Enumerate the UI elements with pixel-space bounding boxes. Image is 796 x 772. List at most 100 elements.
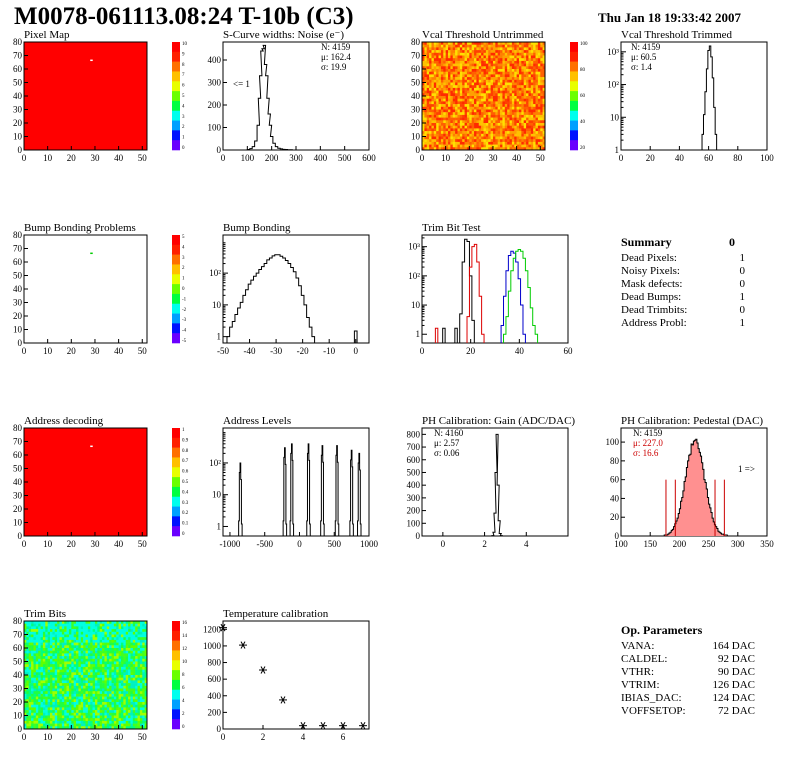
x-tick-label: 10 xyxy=(43,539,53,549)
histogram-line xyxy=(700,45,720,151)
plot-frame xyxy=(222,234,370,344)
palette-label: 2 xyxy=(182,125,185,130)
x-tick-label: -10 xyxy=(323,346,335,356)
vcal-trimmed-panel: 0 20 40 60 80 100 1 10 10² 10³ N: 4159 μ: 60.5 σ: 1.… xyxy=(597,0,796,193)
summary-row-label: Dead Bumps: xyxy=(621,291,682,303)
palette-label: 10 xyxy=(182,660,188,665)
stats-sigma: σ: 19.9 xyxy=(321,62,347,72)
y-tick-label: 200 xyxy=(208,100,222,110)
palette-label: 0 xyxy=(182,287,185,292)
x-tick-label: 250 xyxy=(702,539,716,549)
x-tick-label: 40 xyxy=(515,346,525,356)
op-param-row-label: VTHR: xyxy=(621,666,654,678)
plot-frame xyxy=(620,41,768,151)
y-tick-label: 70 xyxy=(13,244,23,254)
y-tick-label: 300 xyxy=(208,78,222,88)
x-tick-label: 0 xyxy=(221,732,226,742)
y-tick-label: 40 xyxy=(13,284,23,294)
peak-line xyxy=(334,445,340,537)
x-tick-label: 300 xyxy=(731,539,745,549)
y-tick-label: 400 xyxy=(208,55,222,65)
y-tick-label: 300 xyxy=(407,493,421,503)
y-tick-label: 30 xyxy=(13,298,23,308)
histogram-line xyxy=(489,433,505,537)
op-param-row: VTHR: 90 DAC xyxy=(621,666,755,679)
palette-label: 14 xyxy=(182,634,188,639)
palette-label: 0.8 xyxy=(182,449,189,454)
y-tick-label: 50 xyxy=(411,78,421,88)
stats-mean: μ: 2.57 xyxy=(434,438,460,448)
series-line xyxy=(503,249,539,343)
trim-bits-panel: 0 10 20 30 40 50 0 10 20 30 40 50 60 70 80 16 14 12 10 8 6 4 2… xyxy=(0,579,199,772)
peak-line xyxy=(319,445,325,537)
heatmap-cells xyxy=(24,621,148,730)
vcal-untrimmed-chart: 0 10 20 30 40 50 0 10 20 30 40 50 60 70 80 100 80 60 40 20 xyxy=(411,37,588,163)
palette-label: -5 xyxy=(182,339,187,344)
x-tick-label: 20 xyxy=(465,153,475,163)
y-tick-label: 40 xyxy=(13,91,23,101)
plot-frame xyxy=(23,234,148,344)
trim-bit-test-chart: 0 20 40 60 1 10 10² 10³ xyxy=(408,234,573,356)
y-tick-label: 10² xyxy=(209,268,221,278)
x-tick-label: 500 xyxy=(327,539,341,549)
chart-title: Bump Bonding Problems xyxy=(24,222,136,234)
x-tick-label: 100 xyxy=(760,153,774,163)
address-levels-panel: -1000 -500 0 500 1000 1 10 10² Address Levels xyxy=(199,386,398,579)
y-tick-label: 10 xyxy=(13,711,23,721)
palette-label: 20 xyxy=(580,146,586,151)
y-tick-label: 80 xyxy=(411,37,421,47)
y-tick-label: 10 xyxy=(13,518,23,528)
x-tick-label: 6 xyxy=(341,732,346,742)
x-tick-label: 200 xyxy=(265,153,279,163)
op-param-row-value: 124 DAC xyxy=(712,692,755,704)
y-tick-label: 0 xyxy=(18,531,23,541)
scatter-point xyxy=(359,721,367,730)
y-tick-label: 60 xyxy=(610,475,620,485)
color-palette xyxy=(172,621,180,730)
y-tick-label: 40 xyxy=(13,477,23,487)
plot-frame xyxy=(421,427,569,537)
palette-label: 60 xyxy=(580,94,586,99)
x-tick-label: 20 xyxy=(466,346,476,356)
y-tick-label: 600 xyxy=(407,455,421,465)
x-tick-label: 50 xyxy=(138,346,148,356)
peak-line xyxy=(289,443,295,537)
palette-label: 40 xyxy=(580,120,586,125)
y-tick-label: 800 xyxy=(407,429,421,439)
y-tick-label: 60 xyxy=(411,64,421,74)
x-tick-label: 600 xyxy=(362,153,376,163)
series-line xyxy=(459,238,475,343)
op-param-row-value: 90 DAC xyxy=(718,666,755,678)
ph-pedestal-panel: 100 150 200 250 300 350 0 20 40 60 80 100 N: 4159 μ: … xyxy=(597,386,796,579)
palette-label: 1 xyxy=(182,136,185,141)
y-tick-label: 70 xyxy=(13,437,23,447)
series-line xyxy=(434,327,439,343)
y-tick-label: 80 xyxy=(13,423,23,433)
scatter-point xyxy=(319,721,327,730)
x-tick-label: 300 xyxy=(289,153,303,163)
x-tick-label: -20 xyxy=(297,346,309,356)
palette-label: 12 xyxy=(182,647,188,652)
stats-entries: N: 4159 xyxy=(633,428,663,438)
chart-title: Trim Bit Test xyxy=(422,222,481,234)
chart-title: Vcal Threshold Trimmed xyxy=(621,29,733,41)
outlier-pixel xyxy=(90,59,93,62)
op-param-row-value: 126 DAC xyxy=(712,679,755,691)
x-tick-label: 80 xyxy=(733,153,743,163)
vcal-untrimmed-panel: 0 10 20 30 40 50 0 10 20 30 40 50 60 70 80 100 80 60 40 20 V… xyxy=(398,0,597,193)
x-tick-label: -50 xyxy=(217,346,229,356)
x-tick-label: 30 xyxy=(488,153,498,163)
scatter-point xyxy=(219,623,227,632)
y-tick-label: 20 xyxy=(13,697,23,707)
x-tick-label: 20 xyxy=(67,732,77,742)
summary-row: Dead Pixels: 1 xyxy=(621,252,745,265)
x-tick-label: 0 xyxy=(353,346,358,356)
summary-total: 0 xyxy=(729,235,735,249)
y-tick-label: 20 xyxy=(411,118,421,128)
stats-mean: μ: 162.4 xyxy=(321,52,351,62)
page-date: Thu Jan 18 19:33:42 2007 xyxy=(598,10,742,25)
palette-label: 8 xyxy=(182,673,185,678)
page-title: M0078-061113.08:24 T-10b (C3) xyxy=(14,3,354,30)
summary-row-value: 0 xyxy=(739,265,746,277)
